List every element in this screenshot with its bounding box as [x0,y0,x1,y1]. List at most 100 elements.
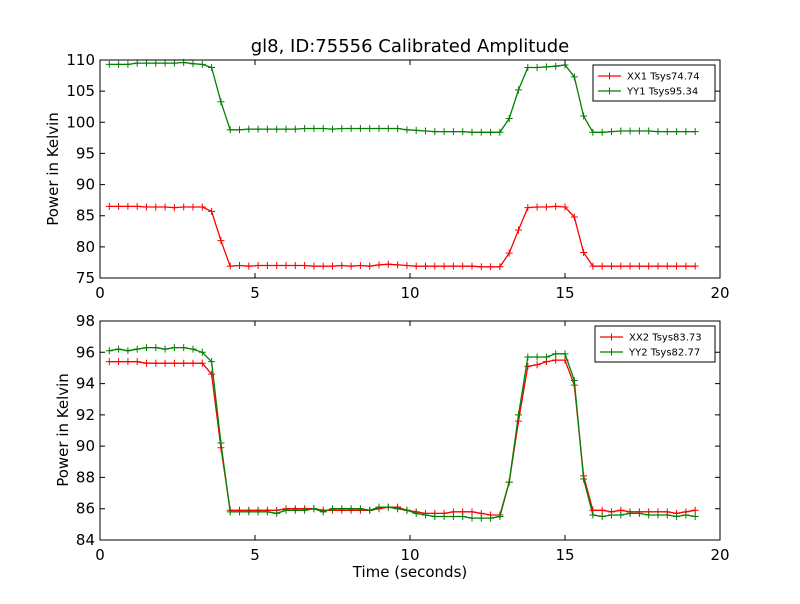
data-point [301,506,309,514]
data-point [226,508,234,516]
data-point [626,509,634,517]
data-point [124,60,132,68]
data-point [645,262,653,270]
data-point [468,262,476,270]
series-line-2 [109,346,696,519]
data-point [375,125,383,133]
data-point [608,262,615,270]
y-axis-label-top: Power in Kelvin [44,112,62,226]
data-point [263,262,271,270]
data-point [329,125,336,133]
data-point [561,203,569,211]
y-tick-label: 86 [76,500,95,518]
data-point [515,226,522,234]
data-point [422,262,429,270]
data-point [254,262,262,270]
data-point [208,207,216,215]
data-point [663,128,671,136]
y-tick-label: 98 [76,312,95,330]
y-tick-label: 94 [76,375,95,393]
x-tick-label: 5 [250,284,260,302]
x-tick-label: 15 [555,546,574,564]
y-tick-label: 90 [76,437,95,455]
data-point [198,60,206,68]
data-point [105,358,113,366]
data-point [198,348,206,356]
x-tick-label: 0 [95,546,105,564]
data-point [143,344,150,352]
data-point [617,262,625,270]
data-point [291,506,299,514]
data-point [133,202,141,210]
data-point [245,508,253,516]
data-point [477,263,485,271]
data-point [412,126,420,134]
y-tick-label: 92 [76,406,95,424]
data-point [431,262,439,270]
data-point [431,513,439,521]
data-point [524,63,532,71]
data-point [487,263,495,271]
legend-box [592,64,716,102]
series-line-2 [109,61,696,133]
data-point [403,262,411,270]
data-point [319,262,327,270]
legend-label: XX2 Tsys83.73 [629,333,702,344]
data-point [691,128,699,136]
data-point [542,203,550,211]
data-point [245,262,253,270]
y-tick-label: 96 [76,343,95,361]
data-point [682,511,690,519]
data-point [617,127,625,135]
data-point [608,511,615,519]
data-point [105,202,113,210]
data-point [291,262,299,270]
data-point [273,509,281,517]
data-point [542,63,550,71]
data-point [356,262,364,270]
data-point [570,73,578,81]
data-point [384,260,392,268]
data-point [273,125,281,133]
legend-label: YY2 Tsys82.77 [628,348,700,359]
data-point [505,249,513,257]
data-point [273,262,281,270]
series-line-1 [109,205,696,268]
data-point [384,503,392,511]
data-point [635,127,643,135]
data-point [515,86,522,94]
data-point [208,370,216,378]
data-point [347,262,355,270]
data-point [319,125,327,133]
x-tick-label: 5 [250,546,260,564]
data-point [226,126,234,134]
data-point [533,353,541,361]
legend: XX2 Tsys83.73 YY2 Tsys82.77 [594,325,716,363]
data-point [654,511,662,519]
series-line-1 [109,359,696,516]
data-point [505,115,513,123]
data-point [291,125,299,133]
data-point [440,262,448,270]
data-point [422,127,429,135]
data-point [161,59,169,67]
data-point [394,261,402,269]
data-point [524,204,532,212]
data-point [384,125,392,133]
data-point [459,262,467,270]
x-tick-label: 10 [400,284,419,302]
data-point [263,508,271,516]
data-point [542,353,550,361]
data-point [180,344,188,352]
data-point [449,262,457,270]
data-point [366,506,374,514]
data-point [282,262,290,270]
data-point [263,125,271,133]
data-point [366,125,374,133]
data-point [143,203,150,211]
data-point [375,503,383,511]
data-point [598,513,606,521]
y-tick-label: 100 [66,113,95,131]
data-point [310,125,318,133]
data-point [524,362,532,370]
